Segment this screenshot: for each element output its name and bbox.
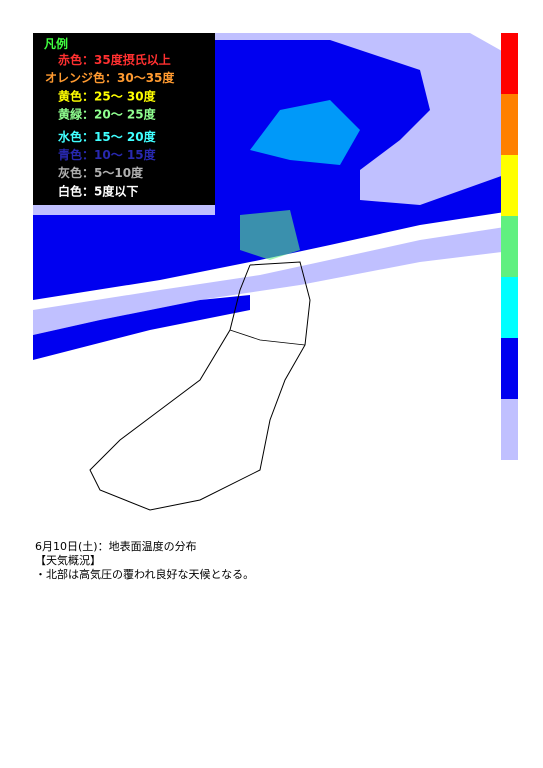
color-bar-segment	[501, 399, 518, 460]
legend-item: オレンジ色：30～35度	[45, 70, 175, 85]
sea-blue-band	[33, 295, 250, 360]
color-bar-segment	[501, 277, 518, 338]
legend-box	[33, 33, 215, 205]
caption-heading: 【天気概況】	[35, 554, 101, 567]
prefecture-border	[229, 329, 306, 346]
caption-text: ・北部は高気圧の覆われ良好な天候となる。	[35, 568, 255, 581]
color-bar-segment	[501, 155, 518, 216]
sea-blue-band	[33, 40, 518, 300]
legend-item: 灰色：5～10度	[58, 165, 144, 180]
color-bar-segment	[501, 33, 518, 94]
color-bar-segment	[501, 94, 518, 155]
legend-item: 黄色：25～ 30度	[58, 88, 157, 103]
warm-area	[250, 100, 360, 165]
legend-item: 白色：5度以下	[58, 183, 138, 198]
legend-item: 青色：10～ 15度	[58, 147, 157, 162]
caption-title: 6月10日(土)：地表面温度の分布	[35, 540, 197, 553]
legend-item: 黄緑：20～ 25度	[58, 107, 157, 122]
color-bar-segment	[501, 216, 518, 277]
legend-title: 凡例	[44, 36, 68, 51]
coastline	[89, 261, 311, 511]
legend-item: 水色：15～ 20度	[58, 129, 157, 144]
color-bar-segment	[501, 338, 518, 399]
color-bar	[501, 33, 518, 460]
cold-band	[33, 225, 518, 335]
warm-area	[240, 210, 300, 260]
legend-item: 赤色：35度摂氏以上	[58, 52, 171, 67]
